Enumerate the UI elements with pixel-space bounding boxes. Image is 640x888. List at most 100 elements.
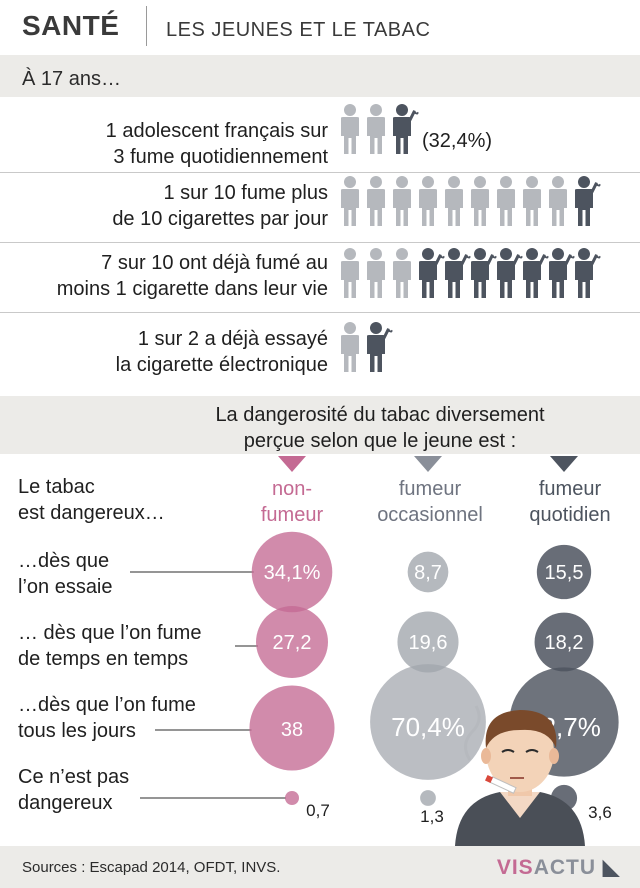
bubble-mark [256,606,328,678]
smoker-ear-left [481,748,491,764]
figure-cigarette [467,251,474,257]
category-title: SANTÉ [22,10,120,41]
column-head-daily: fumeur quotidien [500,476,640,528]
smoker-illustration [455,705,585,846]
question-label: Le tabac est dangereux… [18,474,165,526]
bubble-mark [370,664,486,780]
figure-arm [434,254,445,266]
figure-head [370,322,382,334]
sources-text: Sources : Escapad 2014, OFDT, INVS. [22,859,281,876]
row-connectors [130,571,286,799]
smoker-figure-icon [471,248,500,298]
bubble-mark [251,531,333,613]
bubble-value-label: 38 [281,719,303,741]
figure-body [367,189,385,226]
column-head-occasional: fumeur occasionnel [360,476,500,528]
bubble-value-label: 27,2 [273,632,312,654]
stat-1-percent: (32,4%) [422,130,493,152]
age-band [0,55,640,97]
figure-body [341,117,359,154]
smoker-figure-icon [419,248,448,298]
figure-head [370,104,382,116]
person-figure-icon [549,176,567,226]
figure-body [523,189,541,226]
bubble-value-label: 1,3 [420,807,444,826]
column-head-line1: fumeur [538,478,602,500]
divider [0,242,640,243]
column-head-line2: quotidien [529,504,611,526]
bubble-value-label: 19,6 [409,632,448,654]
header: SANTÉ LES JEUNES ET LE TABAC [0,0,640,52]
figure-cigarette [597,251,604,257]
logo-mark-icon: ◣ [596,856,620,879]
bubble-mark [397,611,459,673]
figure-body [419,189,437,226]
figure-cigarette [545,251,552,257]
stat-1-text: 1 adolescent français sur 3 fume quotidi… [106,118,328,170]
figure-head [526,248,538,260]
danger-band [0,396,640,454]
people-figures [341,104,604,372]
figure-head [552,176,564,188]
figure-head [344,322,356,334]
column-head-line2: occasionnel [377,504,483,526]
figure-arm [408,110,419,122]
bubbles [249,531,619,812]
figure-body [549,189,567,226]
bubble-value-label: 0,7 [306,801,330,820]
smoker-hair [485,710,557,748]
smoker-ear-right [549,748,559,764]
bubble-value-label: 18,2 [545,632,584,654]
stat-3-text: 7 sur 10 ont déjà fumé au moins 1 cigare… [57,250,328,302]
row-label-try: …dès que l’on essaie [18,548,113,600]
smoker-figure-icon [393,104,422,154]
figure-cigarette [389,325,396,331]
stat-4-text: 1 sur 2 a déjà essayé la cigarette élect… [116,326,328,378]
row-label-daily: …dès que l’on fume tous les jours [18,692,196,744]
footer: Sources : Escapad 2014, OFDT, INVS. VISA… [0,846,640,888]
figure-head [344,248,356,260]
person-figure-icon [367,104,385,154]
figure-cigarette [493,251,500,257]
figure-head [474,176,486,188]
person-figure-icon [445,176,463,226]
smoker-eye-right [525,749,539,753]
question-line1: Le tabac [18,476,95,498]
bubble-value-label: 8,7 [414,562,442,584]
figure-arm [590,182,601,194]
stat-3-line2: moins 1 cigarette dans leur vie [56,278,328,300]
bubble-value-label: 34,1% [264,562,321,584]
figure-body [367,335,385,372]
row-label-line1: Ce n’est pas [18,766,130,788]
bubble-mark [420,790,436,806]
bubble-mark [407,551,449,593]
figure-body [367,117,385,154]
figure-head [370,248,382,260]
figure-head [500,248,512,260]
stat-1-line2: 3 fume quotidiennement [113,146,328,168]
figure-body [341,189,359,226]
figure-head [552,248,564,260]
smoker-figure-icon [575,176,604,226]
figure-head [396,104,408,116]
figure-body [419,261,437,298]
figure-body [497,189,515,226]
figure-body [367,261,385,298]
figure-head [474,248,486,260]
figure-body [445,189,463,226]
figure-arm [538,254,549,266]
bubble-mark [534,612,594,672]
column-head-line1: fumeur [398,478,462,500]
bubble-value-label: 3,6 [588,803,612,822]
figure-body [341,261,359,298]
figure-head [422,248,434,260]
figure-body [497,261,515,298]
person-figure-icon [341,322,359,372]
figure-head [396,248,408,260]
figure-arm [512,254,523,266]
stat-2-text: 1 sur 10 fume plus de 10 cigarettes par … [112,180,328,232]
figure-head [448,248,460,260]
figure-body [393,189,411,226]
stat-2-line2: de 10 cigarettes par jour [112,208,328,230]
